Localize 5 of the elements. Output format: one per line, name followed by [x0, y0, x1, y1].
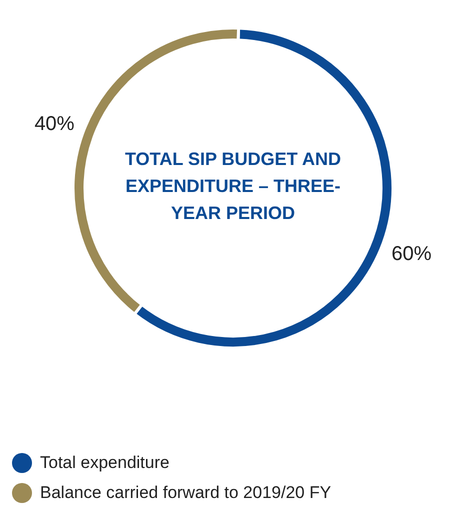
- text: TOTAL SIP BUDGET AND EXPENDITURE – THREE-YEAR PERIOD: [124, 148, 342, 225]
- data-label: 60%: [392, 242, 432, 265]
- data-label: 40%: [34, 113, 75, 136]
- legend-label: Balance carried forward to 2019/20 FY: [40, 483, 332, 503]
- legend-label: Total expenditure: [40, 453, 170, 473]
